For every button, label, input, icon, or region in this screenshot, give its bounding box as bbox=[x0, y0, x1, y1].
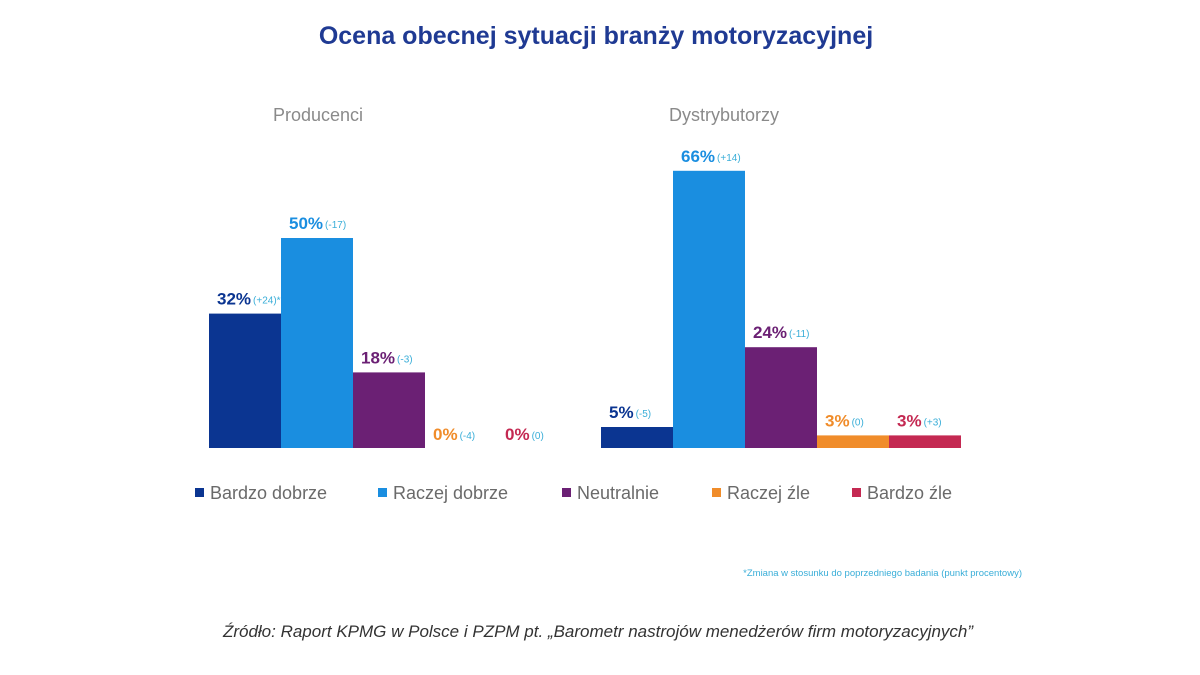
value-label-producenci-raczej-le: 0% bbox=[433, 425, 458, 444]
legend-label-bardzo-le: Bardzo źle bbox=[867, 483, 952, 503]
change-label-producenci-raczej-le: (-4) bbox=[460, 431, 476, 442]
value-label-dystrybutorzy-bardzo-le: 3% bbox=[897, 411, 922, 430]
bar-dystrybutorzy-bardzo-dobrze bbox=[601, 427, 673, 448]
legend-label-neutralnie: Neutralnie bbox=[577, 483, 659, 503]
bar-producenci-neutralnie bbox=[353, 372, 425, 448]
value-label-dystrybutorzy-bardzo-dobrze: 5% bbox=[609, 403, 634, 422]
legend-label-bardzo-dobrze: Bardzo dobrze bbox=[210, 483, 327, 503]
change-label-producenci-raczej-dobrze: (-17) bbox=[325, 220, 346, 231]
legend-label-raczej-le: Raczej źle bbox=[727, 483, 810, 503]
value-label-producenci-bardzo-le: 0% bbox=[505, 425, 530, 444]
chart-title: Ocena obecnej sytuacji branży motoryzacy… bbox=[319, 22, 873, 50]
legend-swatch-raczej-le bbox=[712, 488, 721, 497]
change-label-dystrybutorzy-neutralnie: (-11) bbox=[789, 329, 809, 340]
bar-dystrybutorzy-neutralnie bbox=[745, 347, 817, 448]
legend: Bardzo dobrze Raczej dobrze Neutralnie Racz… bbox=[195, 483, 952, 503]
bar-dystrybutorzy-raczej-le bbox=[817, 435, 889, 448]
value-label-producenci-neutralnie: 18% bbox=[361, 348, 395, 367]
bar-dystrybutorzy-raczej-dobrze bbox=[673, 170, 745, 449]
group-title-dystrybutorzy: Dystrybutorzy bbox=[669, 105, 779, 125]
change-label-dystrybutorzy-raczej-le: (0) bbox=[852, 417, 864, 428]
legend-swatch-neutralnie bbox=[562, 488, 571, 497]
bar-producenci-raczej-dobrze bbox=[281, 238, 353, 448]
bars bbox=[209, 170, 961, 449]
bar-labels: 32% (+24)*50% (-17)18% (-3)0% (-4) 0% (0)5% (-5… bbox=[217, 147, 942, 444]
source-note: Źródło: Raport KPMG w Polsce i PZPM pt. … bbox=[222, 622, 974, 641]
footnote: *Zmiana w stosunku do poprzedniego badan… bbox=[743, 568, 1022, 579]
value-label-dystrybutorzy-raczej-le: 3% bbox=[825, 411, 850, 430]
change-label-producenci-bardzo-dobrze: (+24)* bbox=[253, 296, 281, 307]
value-label-producenci-bardzo-dobrze: 32% bbox=[217, 290, 251, 309]
legend-swatch-bardzo-dobrze bbox=[195, 488, 204, 497]
change-label-dystrybutorzy-bardzo-le: (+3) bbox=[924, 417, 942, 428]
group-title-producenci: Producenci bbox=[273, 105, 363, 125]
bar-producenci-bardzo-dobrze bbox=[209, 313, 281, 448]
value-label-producenci-raczej-dobrze: 50% bbox=[289, 214, 323, 233]
legend-swatch-bardzo-le bbox=[852, 488, 861, 497]
change-label-dystrybutorzy-raczej-dobrze: (+14) bbox=[717, 153, 741, 164]
legend-label-raczej-dobrze: Raczej dobrze bbox=[393, 483, 508, 503]
value-label-dystrybutorzy-raczej-dobrze: 66% bbox=[681, 147, 715, 166]
change-label-producenci-bardzo-le: (0) bbox=[532, 431, 544, 442]
bar-dystrybutorzy-bardzo-le bbox=[889, 435, 961, 448]
change-label-dystrybutorzy-bardzo-dobrze: (-5) bbox=[636, 409, 652, 420]
change-label-producenci-neutralnie: (-3) bbox=[397, 354, 413, 365]
legend-swatch-raczej-dobrze bbox=[378, 488, 387, 497]
value-label-dystrybutorzy-neutralnie: 24% bbox=[753, 323, 787, 342]
